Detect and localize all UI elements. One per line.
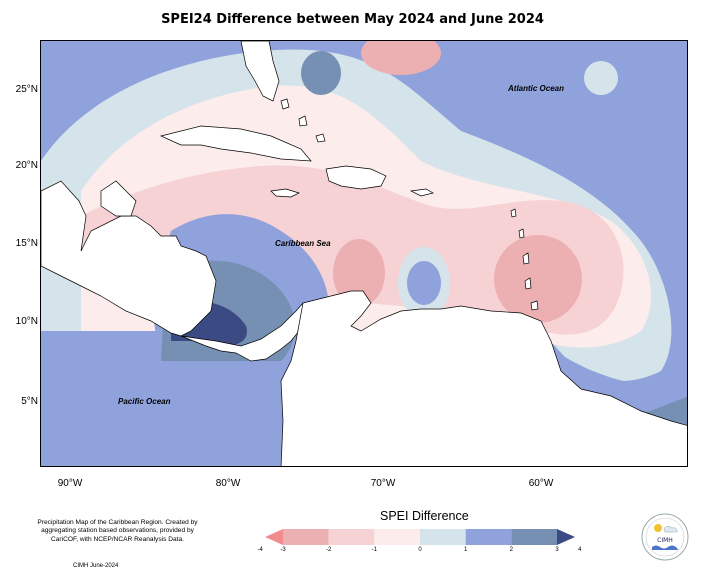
cimh-logo: CIMH xyxy=(641,513,689,561)
credits-date: CIMH June-2024 xyxy=(73,563,119,569)
credits-text: Precipitation Map of the Caribbean Regio… xyxy=(37,519,198,543)
lon-label-70w: 70°W xyxy=(370,478,396,489)
wave-icon xyxy=(652,545,678,550)
atlantic-ocean-label: Atlantic Ocean xyxy=(508,84,565,93)
cloud-icon xyxy=(663,526,678,533)
negative-core-east xyxy=(494,235,582,323)
legend-swatch xyxy=(374,529,420,545)
lat-label-15n: 15°N xyxy=(15,238,38,249)
legend-arrow-low xyxy=(265,529,283,545)
legend-tick-label: -3 xyxy=(280,547,286,553)
bahamas-patch xyxy=(301,51,341,95)
legend-tick-label: 4 xyxy=(578,547,582,553)
logo-text: CIMH xyxy=(657,537,673,544)
legend-swatch xyxy=(465,529,512,545)
spei-field-map xyxy=(41,41,687,466)
lon-label-60w: 60°W xyxy=(528,478,554,489)
legend-swatch xyxy=(328,529,375,545)
legend-tick-label: 2 xyxy=(509,547,513,553)
legend-tick-label: 3 xyxy=(555,547,559,553)
positive-patch-inner xyxy=(407,261,441,305)
lat-label-20n: 20°N xyxy=(15,160,38,171)
sun-icon xyxy=(654,524,662,532)
legend-swatch xyxy=(420,529,466,545)
legend-arrow-high xyxy=(557,529,575,545)
legend-colorbar xyxy=(265,529,575,545)
negative-core-central xyxy=(333,239,385,307)
caribbean-sea-label: Caribbean Sea xyxy=(275,239,331,248)
map-panel xyxy=(40,40,688,467)
legend-title: SPEI Difference xyxy=(380,509,469,523)
map-title: SPEI24 Difference between May 2024 and J… xyxy=(161,12,544,27)
legend-swatch xyxy=(511,529,557,545)
legend-tick-label: -1 xyxy=(371,547,377,553)
lat-label-5n: 5°N xyxy=(21,396,38,407)
lon-label-90w: 90°W xyxy=(57,478,83,489)
atlantic-patch xyxy=(584,61,618,95)
legend-tick-label: -2 xyxy=(325,547,332,553)
legend-tick-label: -4 xyxy=(257,547,263,553)
legend-swatch xyxy=(283,529,329,545)
legend-tick-label: 1 xyxy=(463,547,468,553)
lat-label-10n: 10°N xyxy=(15,316,38,327)
lon-label-80w: 80°W xyxy=(215,478,241,489)
pacific-ocean-label: Pacific Ocean xyxy=(118,397,171,406)
negative-core-north xyxy=(361,41,441,75)
legend-tick-label: 0 xyxy=(418,547,422,553)
land-masses xyxy=(41,41,687,466)
lat-label-25n: 25°N xyxy=(15,84,38,95)
